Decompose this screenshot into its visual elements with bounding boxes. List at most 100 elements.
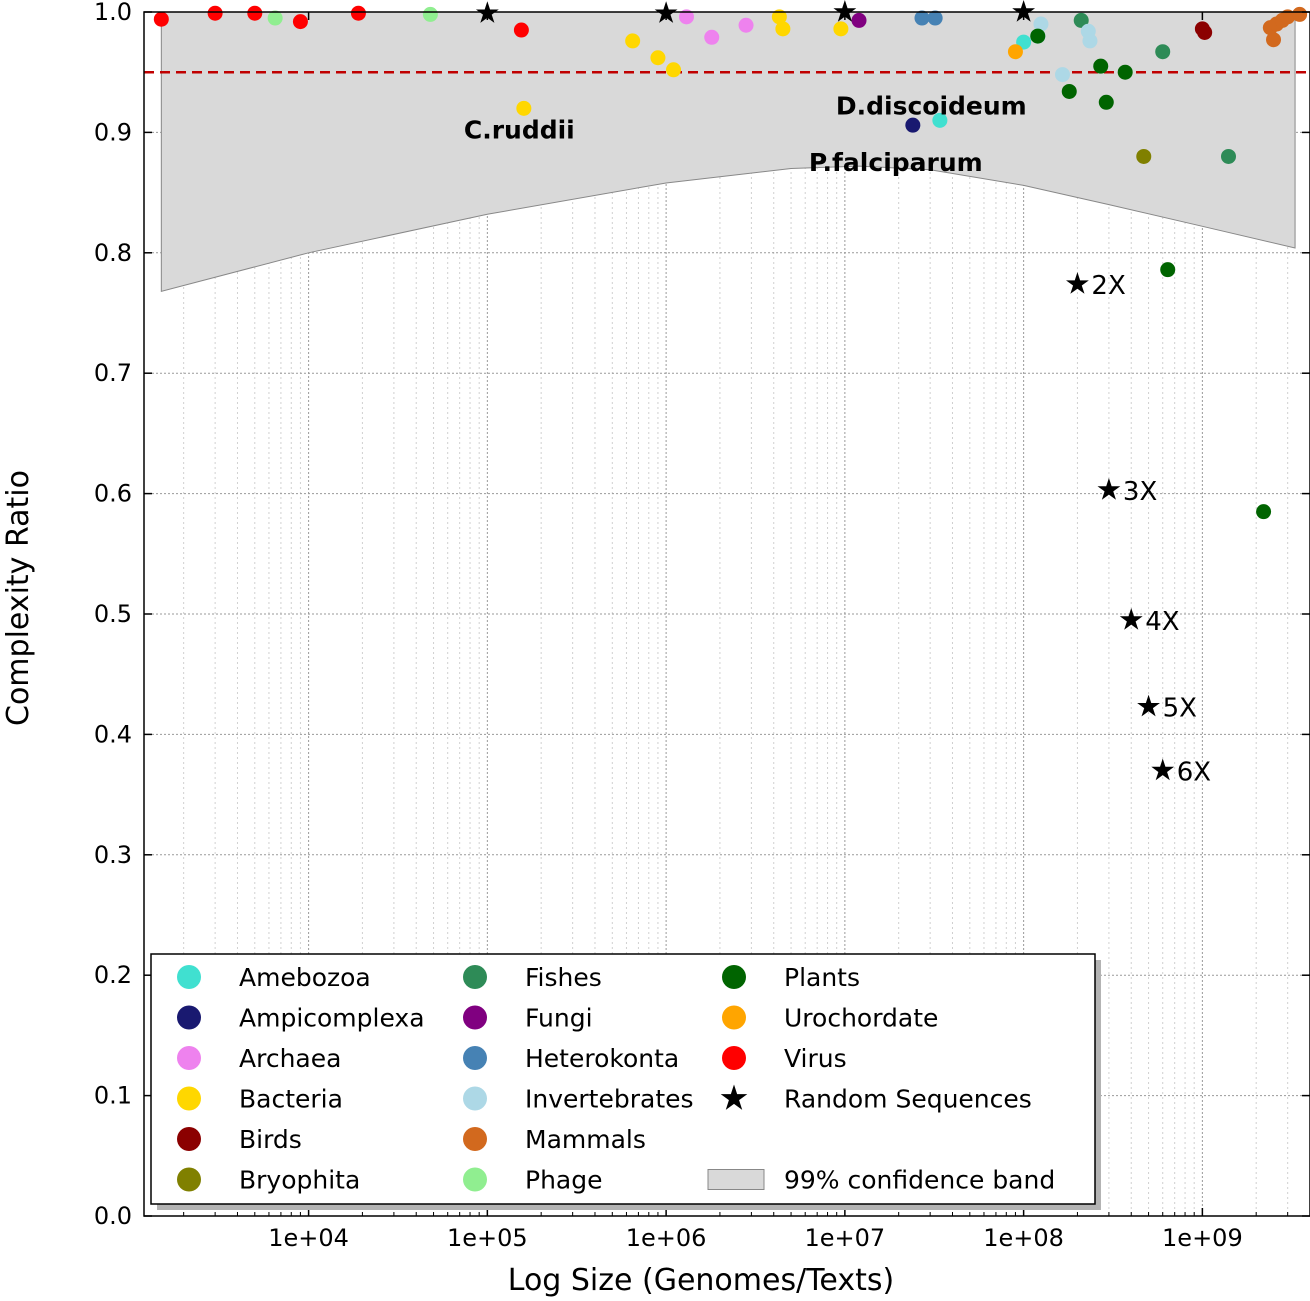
legend-label-mammals: Mammals <box>525 1125 646 1154</box>
legend-label-birds: Birds <box>239 1125 302 1154</box>
legend-swatch-virus <box>722 1046 746 1070</box>
x-tick-label: 1e+04 <box>268 1224 349 1252</box>
legend-box <box>150 953 1096 1205</box>
confidence-band-area <box>160 11 1296 292</box>
legend-label-fishes: Fishes <box>525 963 602 992</box>
point-plants <box>1098 94 1114 110</box>
legend-label-invertebrates: Invertebrates <box>525 1085 694 1114</box>
legend-label-archaea: Archaea <box>239 1044 341 1073</box>
annotation-d-discoideum: D.discoideum <box>836 91 1027 120</box>
legend-swatch-invertebrates <box>463 1086 487 1111</box>
point-plants <box>1160 262 1176 278</box>
point-fishes <box>1155 44 1171 60</box>
point-random-sequences <box>1097 477 1121 500</box>
legend-swatch-fishes <box>463 965 487 989</box>
legend-swatch-birds <box>177 1127 201 1151</box>
x-tick-label: 1e+08 <box>983 1224 1064 1252</box>
point-archaea <box>738 17 754 33</box>
legend-label-urochordate: Urochordate <box>784 1004 938 1033</box>
y-tick-label: 0.4 <box>94 720 132 748</box>
x-tick-label: 1e+09 <box>1162 1224 1243 1252</box>
point-mammals <box>1266 32 1282 48</box>
y-tick-label: 0.0 <box>94 1202 132 1230</box>
point-bacteria <box>516 100 532 116</box>
annotation-3x: 3X <box>1123 477 1157 507</box>
point-bacteria <box>775 21 791 37</box>
legend-swatch-amebozoa <box>177 965 201 989</box>
x-tick-label: 1e+07 <box>805 1224 886 1252</box>
x-tick-label: 1e+06 <box>626 1224 707 1252</box>
annotation-p-falciparum: P.falciparum <box>809 148 983 177</box>
y-tick-label: 0.6 <box>94 480 132 508</box>
point-mammals <box>1292 6 1308 22</box>
grid <box>144 11 1310 1217</box>
point-virus <box>513 22 529 38</box>
point-birds <box>1197 24 1213 40</box>
annotation-c-ruddii: C.ruddii <box>464 115 575 144</box>
legend-label-phage: Phage <box>525 1166 603 1195</box>
point-mammals <box>1280 9 1296 25</box>
legend-label-heterokonta: Heterokonta <box>525 1044 679 1073</box>
annotation-5x: 5X <box>1163 694 1197 724</box>
data-points <box>153 0 1308 781</box>
legend-swatch-phage <box>463 1167 487 1192</box>
point-invertebrates <box>1054 67 1070 83</box>
point-ampicomplexa <box>905 117 921 133</box>
legend-label-99-confidence-band: 99% confidence band <box>784 1166 1055 1195</box>
legend-swatch-bryophita <box>177 1167 201 1192</box>
point-bacteria <box>650 50 666 66</box>
y-axis-title: Complexity Ratio <box>1 470 36 726</box>
x-tick-label: 1e+05 <box>447 1224 528 1252</box>
point-bacteria <box>833 21 849 37</box>
legend-swatch-bacteria <box>177 1086 201 1111</box>
point-virus <box>153 11 169 27</box>
point-bacteria <box>771 9 787 25</box>
point-archaea <box>704 29 720 45</box>
legend-swatch-mammals <box>463 1127 487 1151</box>
y-tick-label: 0.3 <box>94 841 132 869</box>
point-urochordate <box>1007 44 1023 60</box>
point-archaea <box>678 9 694 25</box>
point-virus <box>350 5 366 21</box>
annotation-6x: 6X <box>1177 758 1211 788</box>
confidence-band <box>160 11 1296 292</box>
point-random-sequences <box>1066 272 1089 294</box>
point-bacteria <box>666 62 682 78</box>
point-bryophita <box>1136 148 1152 164</box>
point-virus <box>247 5 263 21</box>
legend-swatch-fungi <box>463 1005 487 1030</box>
point-random-sequences <box>833 0 857 22</box>
point-bacteria <box>625 33 641 49</box>
point-phage <box>422 6 438 22</box>
legend-swatch-heterokonta <box>463 1046 487 1070</box>
legend-swatch-random-sequences <box>720 1084 748 1110</box>
point-amebozoa <box>932 112 948 128</box>
point-invertebrates <box>1082 33 1098 49</box>
legend-swatch-plants <box>722 965 746 989</box>
annotation-2x: 2X <box>1091 271 1125 301</box>
legend: Amebozoa Ampicomplexa Archaea Bacteria Birds… <box>150 953 1101 1210</box>
point-heterokonta <box>914 10 930 26</box>
axis-ticks: 1e+04 1e+05 1e+06 1e+07 1e+08 1e+09 0.0 0.1 0.2 0… <box>94 0 1310 1252</box>
y-tick-label: 0.5 <box>94 600 132 628</box>
legend-label-virus: Virus <box>784 1044 847 1073</box>
y-tick-label: 0.9 <box>94 118 132 146</box>
legend-label-fungi: Fungi <box>525 1004 593 1033</box>
legend-label-plants: Plants <box>784 963 860 992</box>
point-fishes <box>1073 12 1089 28</box>
y-tick-label: 0.1 <box>94 1082 132 1110</box>
point-random-sequences <box>1151 758 1175 781</box>
y-tick-label: 0.7 <box>94 359 132 387</box>
legend-swatch-archaea <box>177 1046 201 1070</box>
point-plants <box>1093 58 1109 74</box>
legend-label-bryophita: Bryophita <box>239 1166 360 1195</box>
point-heterokonta <box>927 10 943 26</box>
point-virus <box>207 5 223 21</box>
point-plants <box>1030 28 1046 44</box>
point-random-sequences <box>1137 694 1160 717</box>
annotation-4x: 4X <box>1145 607 1179 637</box>
legend-swatch-ampicomplexa <box>177 1005 201 1030</box>
point-plants <box>1256 504 1272 520</box>
point-random-sequences <box>1012 0 1036 22</box>
